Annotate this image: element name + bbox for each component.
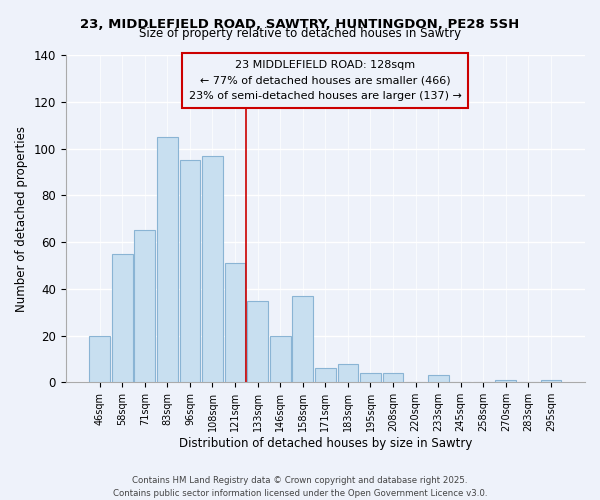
Bar — [89, 336, 110, 382]
Text: Contains HM Land Registry data © Crown copyright and database right 2025.
Contai: Contains HM Land Registry data © Crown c… — [113, 476, 487, 498]
Bar — [338, 364, 358, 382]
Bar — [179, 160, 200, 382]
Text: 23, MIDDLEFIELD ROAD, SAWTRY, HUNTINGDON, PE28 5SH: 23, MIDDLEFIELD ROAD, SAWTRY, HUNTINGDON… — [80, 18, 520, 30]
Bar — [315, 368, 336, 382]
Bar — [247, 300, 268, 382]
Bar — [541, 380, 562, 382]
Text: 23 MIDDLEFIELD ROAD: 128sqm
← 77% of detached houses are smaller (466)
23% of se: 23 MIDDLEFIELD ROAD: 128sqm ← 77% of det… — [189, 60, 462, 101]
Bar — [383, 373, 403, 382]
X-axis label: Distribution of detached houses by size in Sawtry: Distribution of detached houses by size … — [179, 437, 472, 450]
Bar — [112, 254, 133, 382]
Bar — [224, 263, 245, 382]
Bar — [202, 156, 223, 382]
Bar — [360, 373, 381, 382]
Bar — [496, 380, 516, 382]
Bar — [428, 376, 449, 382]
Bar — [270, 336, 290, 382]
Bar — [292, 296, 313, 382]
Y-axis label: Number of detached properties: Number of detached properties — [15, 126, 28, 312]
Text: Size of property relative to detached houses in Sawtry: Size of property relative to detached ho… — [139, 28, 461, 40]
Bar — [134, 230, 155, 382]
Bar — [157, 137, 178, 382]
